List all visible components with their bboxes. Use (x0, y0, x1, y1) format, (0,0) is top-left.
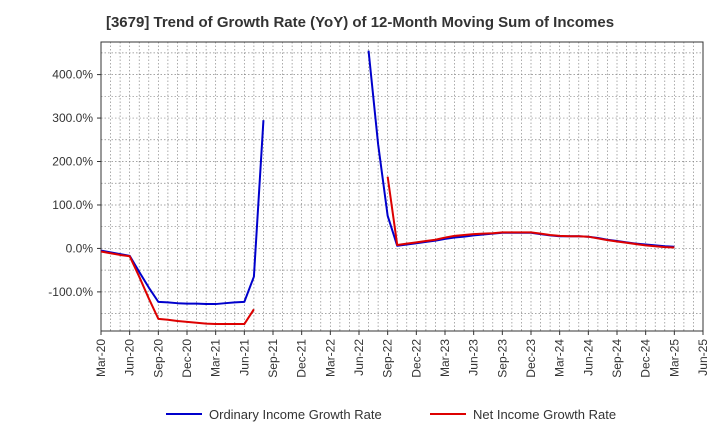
x-tick-label: Jun-21 (237, 339, 251, 376)
chart-title: [3679] Trend of Growth Rate (YoY) of 12-… (105, 14, 615, 31)
x-tick-label: Dec-22 (409, 339, 423, 378)
x-tick-label: Jun-20 (123, 339, 137, 376)
x-tick-label: Dec-21 (295, 339, 309, 378)
x-tick-label: Mar-24 (553, 339, 567, 377)
x-tick-label: Dec-24 (639, 339, 653, 378)
x-tick-label: Dec-23 (524, 339, 538, 378)
x-tick-label: Jun-24 (581, 339, 595, 376)
x-tick-label: Mar-23 (438, 339, 452, 377)
y-tick-label: 200.0% (52, 155, 93, 169)
y-tick-label: 100.0% (52, 198, 93, 212)
x-tick-label: Sep-22 (381, 339, 395, 378)
x-tick-label: Sep-21 (266, 339, 280, 378)
legend-label: Net Income Growth Rate (473, 407, 616, 422)
y-tick-label: 400.0% (52, 68, 93, 82)
y-tick-label: 0.0% (66, 241, 94, 255)
x-tick-label: Sep-20 (151, 339, 165, 378)
x-tick-label: Mar-21 (209, 339, 223, 377)
x-tick-label: Mar-20 (94, 339, 108, 377)
series-line-net-income (386, 176, 675, 249)
plot-frame (100, 41, 704, 332)
x-tick-label: Mar-22 (323, 339, 337, 377)
x-tick-label: Sep-24 (610, 339, 624, 378)
legend-label: Ordinary Income Growth Rate (209, 407, 382, 422)
series-line-net-income (100, 250, 255, 326)
y-tick-label: 300.0% (52, 111, 93, 125)
y-tick-label: -100.0% (48, 285, 93, 299)
x-tick-label: Jun-25 (696, 339, 710, 376)
x-tick-label: Dec-20 (180, 339, 194, 378)
x-tick-label: Mar-25 (667, 339, 681, 377)
plot-area (101, 42, 703, 331)
x-tick-label: Jun-22 (352, 339, 366, 376)
x-tick-label: Sep-23 (495, 339, 509, 378)
x-tick-label: Jun-23 (467, 339, 481, 376)
